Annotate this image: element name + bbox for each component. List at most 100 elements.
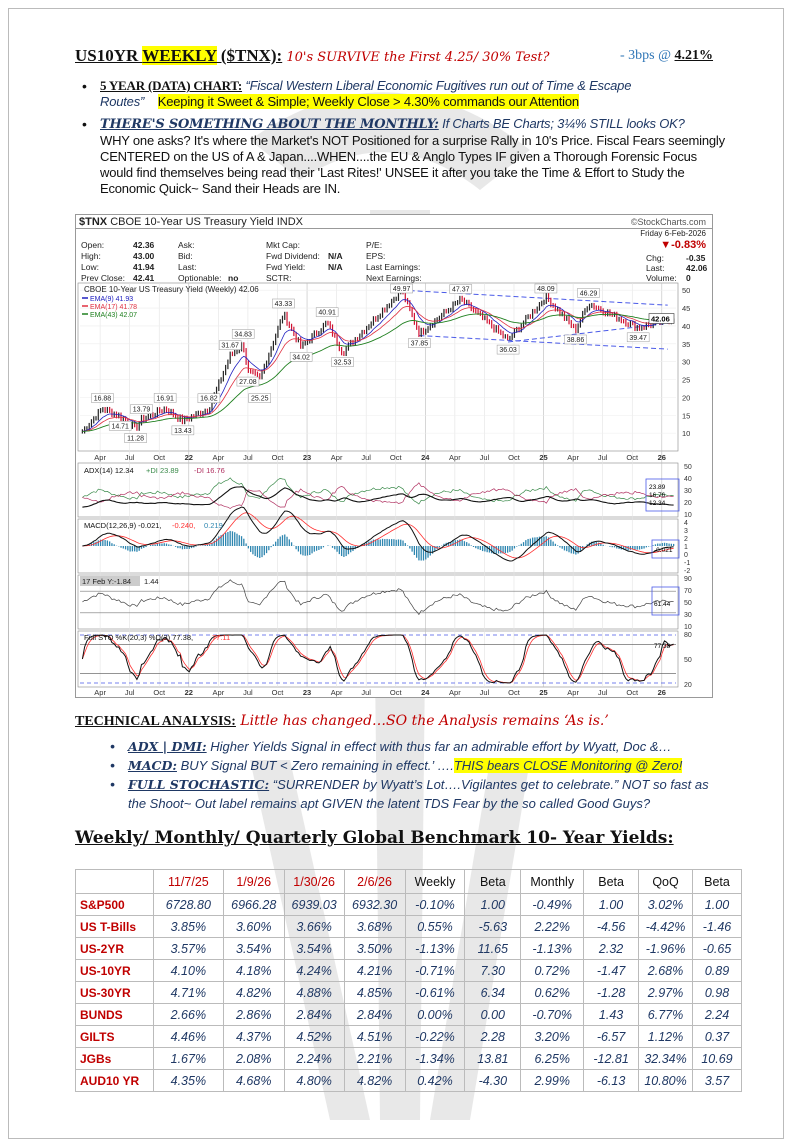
column-header: 11/7/25 [152,869,224,894]
divider [76,228,712,229]
table-row: US-30YR 4.71% 4.82% 4.88% 4.85% -0.61% 6.34 0.6… [75,981,743,1004]
table-cell: 4.18% [222,959,285,982]
table-cell: 3.68% [343,915,406,938]
bullet-icon: • [110,757,115,773]
table-cell: 4.24% [283,959,345,982]
table-cell: -1.34% [404,1047,466,1070]
table-cell: 0.55% [404,915,466,938]
table-cell: 6966.28 [222,893,285,916]
stat-label: Next Earnings: [366,273,422,283]
x-tick-label: 26 [658,453,666,462]
table-cell: 3.60% [222,915,285,938]
x-tick-label: Apr [567,688,579,697]
bullet-lead: If Charts BE Charts; 3¼% STILL looks OK? [438,116,685,131]
table-cell: 4.52% [283,1025,345,1048]
legend-label: EMA(43) 42.07 [90,312,137,319]
bullet-text: WHY one asks? It's where the Market's NO… [100,133,725,196]
pivot-label-box [130,404,153,414]
x-tick-label: Jul [480,453,490,462]
stat-value: 42.41 [133,273,155,283]
rsi-value: 1.44 [144,577,159,586]
macd-highlight-box [651,539,680,559]
pivot-label-box [272,298,295,309]
table-cell: 3.85% [152,915,224,938]
x-tick-label: Apr [213,688,225,697]
panel-price [77,282,679,452]
table-cell: 10.80% [638,1069,693,1092]
x-tick-label: Jul [361,453,371,462]
pivot-label: 14.71 [111,423,129,430]
pivot-label-box [108,421,132,431]
row-label: US-10YR [75,959,154,982]
chart-date: Friday 6-Feb-2026 [640,229,706,238]
x-tick-label: Oct [626,453,639,462]
plus-di-line [82,477,674,505]
title-subtitle: 10's SURVIVE the First 4.25/ 30% Test? [282,50,550,65]
ta-item-adx: • ADX | DMI: Higher Yields Signal in effe… [110,737,728,756]
x-tick-label: Apr [94,688,106,697]
chart-name: CBOE 10-Year US Treasury Yield INDX [110,216,303,228]
panel-macd [77,518,679,574]
x-tick-label: Apr [331,688,343,697]
stat-value: 43.00 [133,251,155,261]
table-cell: 0.42% [404,1069,466,1092]
table-cell: 2.28 [464,1025,522,1048]
table-cell: 1.00 [583,893,640,916]
stat-label: Last: [646,263,665,273]
pivot-label: 32.53 [334,360,352,367]
row-label: GILTS [75,1025,154,1048]
y-tick-label: 45 [682,304,690,313]
table-cell: 4.10% [152,959,224,982]
pivot-label: 37.85 [411,341,429,348]
table-cell: 4.37% [222,1025,285,1048]
chart-symbol: $TNX [79,216,108,228]
stat-label: Mkt Cap: [266,240,301,250]
ta-text: BUY Signal BUT < Zero remaining in effec… [176,758,454,773]
row-label: US-30YR [75,981,154,1004]
column-header: Beta [691,869,743,894]
table-cell: 3.54% [222,937,285,960]
macd-hist-label: 0.219 [204,521,223,530]
column-header: Beta [464,869,522,894]
table-cell: 4.80% [283,1069,345,1092]
table-cell: -0.70% [520,1003,585,1026]
stat-label: P/E: [366,240,383,250]
bps-change: - 3bps @ [620,48,675,63]
stat-value: no [228,273,239,283]
x-tick-label: Apr [331,453,343,462]
table-row: US-2YR 3.57% 3.54% 3.54% 3.50% -1.13% 11.65 -1.… [75,937,743,960]
column-header: QoQ [638,869,693,894]
y-tick-label: 70 [684,588,692,595]
yield-change: - 3bps @ 4.21% [620,48,713,64]
pdi-label: +DI 23.89 [146,466,179,475]
stat-value: 42.36 [133,240,155,250]
y-tick-label: -2 [684,568,690,575]
y-tick-label: 4 [684,520,688,527]
macd-signal-line [82,512,674,559]
y-tick-label: 10 [682,429,690,438]
x-tick-label: 22 [185,688,193,697]
table-cell: 32.34% [638,1047,693,1070]
table-cell: 2.66% [152,1003,224,1026]
table-cell: 3.57 [691,1069,743,1092]
x-tick-label: 25 [539,688,547,697]
stat-value: N/A [328,262,343,272]
table-cell: -6.13 [583,1069,640,1092]
table-cell: 2.97% [638,981,693,1004]
row-label: AUD10 YR [75,1069,154,1092]
y-tick-label: 2 [684,536,688,543]
x-tick-label: Oct [626,688,639,697]
macd-signal-label: -0.240, [172,521,195,530]
rsi-label: 17 Feb Y:-1.84 [82,577,131,586]
macd-line [82,506,674,562]
adx-tag: 12.34 [649,500,666,507]
x-tick-label: Apr [94,453,106,462]
column-header: Beta [583,869,640,894]
panel-sto [77,630,679,688]
minus-di-line [82,482,674,509]
x-tick-label: Apr [213,453,225,462]
ta-highlight: THIS bears CLOSE Monitoring @ Zero! [453,758,683,773]
stat-label: Optionable: [178,273,222,283]
x-tick-label: Oct [390,453,403,462]
y-tick-label: 50 [682,286,690,295]
